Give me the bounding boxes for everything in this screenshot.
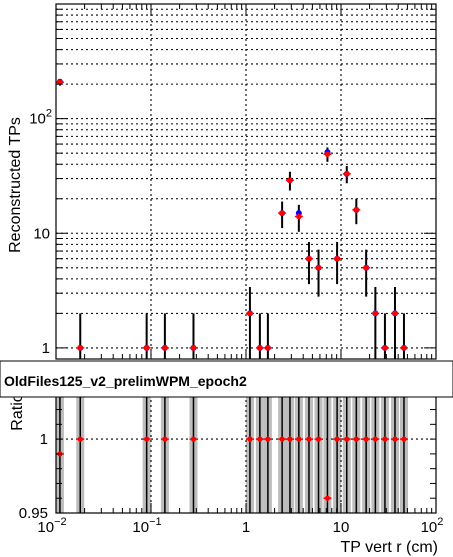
data-point — [257, 345, 263, 351]
ratio-point — [257, 436, 263, 442]
ratio-point — [315, 436, 322, 442]
ratio-point — [372, 436, 378, 442]
ratio-data-marks — [55, 380, 408, 513]
data-point — [247, 310, 253, 317]
data-point — [401, 345, 407, 351]
ratio-point — [334, 436, 340, 442]
bottom-x-tick-label: 10−2 — [37, 516, 66, 536]
top-y-tick-label: 1 — [42, 340, 50, 357]
top-y-axis-title: Reconstructed TPs — [7, 117, 24, 253]
top-axis-ticks: 1 10 102 — [29, 4, 436, 359]
ratio-point — [265, 436, 271, 442]
legend-banner: OldFiles125_v2_prelimWPM_epoch2 — [0, 360, 453, 398]
data-point — [363, 264, 369, 271]
legend-banner-box — [0, 360, 453, 398]
bottom-y-tick-label: 0.95 — [19, 505, 48, 522]
data-point — [382, 345, 388, 351]
data-point — [334, 255, 340, 262]
data-point — [353, 207, 360, 213]
bottom-y-tick-label: 1 — [40, 431, 48, 448]
ratio-point — [344, 436, 350, 442]
data-point — [162, 345, 168, 351]
bottom-x-tick-label: 1 — [242, 519, 250, 536]
data-point — [392, 310, 398, 317]
ratio-point — [144, 436, 150, 442]
bottom-x-axis-title: TP vert r (cm) — [341, 539, 438, 556]
bottom-x-tick-label: 102 — [421, 516, 444, 536]
data-point — [279, 210, 285, 216]
data-point — [77, 345, 84, 351]
top-y-tick-label: 10 — [33, 225, 50, 242]
ratio-point — [306, 436, 312, 442]
bottom-x-tick-label: 10−1 — [132, 516, 161, 536]
ratio-point — [401, 436, 407, 442]
ratio-point — [382, 436, 388, 442]
ratio-point — [363, 436, 369, 442]
top-panel: 1 10 102 Reconstructed TPs — [7, 3, 437, 360]
data-point — [287, 177, 293, 184]
ratio-point — [324, 495, 331, 501]
ratio-point — [77, 436, 83, 442]
data-point — [372, 310, 379, 317]
ratio-point — [247, 436, 253, 442]
data-point — [143, 345, 150, 351]
data-point — [324, 151, 331, 157]
ratio-point — [287, 436, 293, 442]
bottom-x-tick-label: 10 — [333, 519, 350, 536]
data-point — [306, 255, 312, 262]
data-point — [57, 79, 63, 85]
bottom-y-axis-title: Ratio — [9, 393, 26, 430]
data-point — [265, 345, 271, 351]
data-point — [343, 171, 350, 177]
bottom-panel: 0.95 1 10−2 10−1 1 10 102 Ratio TP vert r (cm) — [9, 379, 444, 556]
data-point — [296, 213, 302, 220]
ratio-point — [353, 436, 359, 442]
legend-banner-text: OldFiles125_v2_prelimWPM_epoch2 — [4, 373, 247, 389]
ratio-point — [296, 436, 302, 442]
top-y-tick-label: 102 — [29, 108, 52, 128]
ratio-point — [190, 436, 197, 442]
ratio-point — [162, 436, 168, 442]
ratio-point — [392, 436, 398, 442]
data-point — [190, 345, 197, 351]
data-point — [315, 264, 322, 271]
ratio-point — [279, 436, 285, 442]
